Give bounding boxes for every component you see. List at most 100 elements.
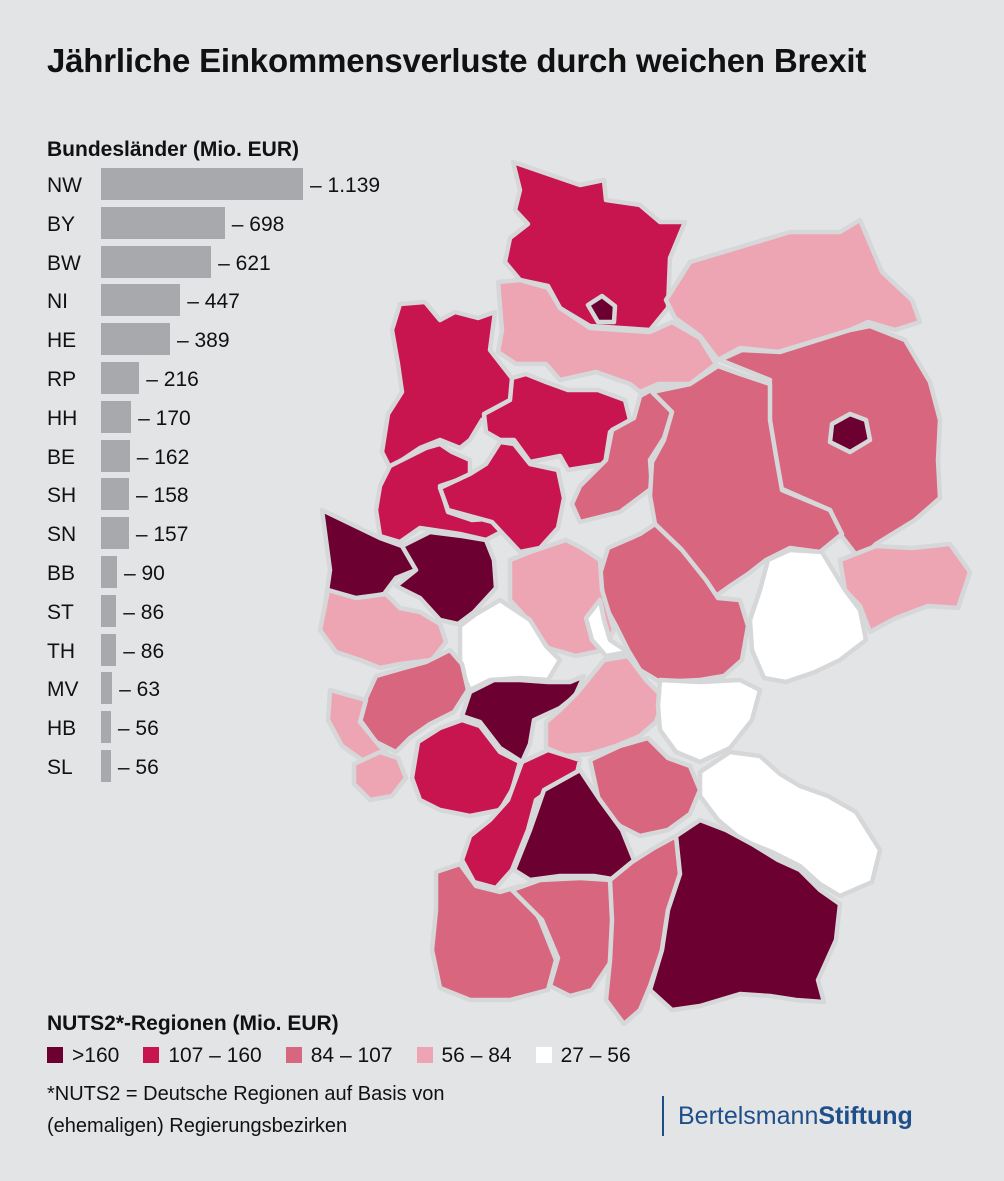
bar-code: ST (47, 600, 74, 624)
bar (101, 206, 225, 239)
bar-value-label: – 216 (146, 367, 199, 391)
bar-chart-title: Bundesländer (Mio. EUR) (47, 138, 300, 161)
legend-label: >160 (72, 1044, 120, 1067)
bar (101, 284, 181, 317)
bar-code: MV (47, 678, 79, 702)
legend-item: 107 – 160 (143, 1044, 262, 1068)
bar (101, 594, 117, 627)
bar (101, 168, 303, 200)
bar-row-sl: SL – 56 (47, 749, 447, 789)
bar-row-ni: NI – 447 (47, 284, 447, 323)
legend-swatch (47, 1047, 63, 1063)
bar-row-hh: HH – 170 (47, 400, 447, 440)
map-region (379, 299, 518, 471)
bar (101, 711, 111, 744)
bar-row-he: HE – 389 (47, 323, 447, 362)
nuts2-legend: NUTS2*-Regionen (Mio. EUR) >160 107 – 160… (47, 1012, 747, 1142)
bar (101, 555, 117, 588)
bar-value-label: – 698 (231, 212, 285, 236)
bar (101, 478, 130, 511)
map-region (317, 587, 449, 671)
bar-code: BB (47, 561, 76, 585)
map-region (585, 293, 618, 325)
map-region (747, 547, 869, 685)
legend-swatch (285, 1047, 302, 1063)
bar-row-sh: SH – 158 (47, 478, 447, 517)
map-region (663, 217, 923, 363)
bar-value-label: – 170 (138, 406, 191, 430)
bar-code: HH (47, 406, 78, 430)
legend-swatch (535, 1047, 552, 1063)
bar-value-label: – 447 (187, 290, 240, 314)
legend-label: 107 – 160 (168, 1044, 262, 1067)
bar-code: BY (47, 212, 76, 236)
bar-row-th: TH – 86 (47, 633, 447, 673)
bar-row-st: ST – 86 (47, 594, 447, 634)
legend-swatch (416, 1047, 433, 1063)
map-region (655, 677, 763, 765)
bar-row-bb: BB – 90 (47, 555, 447, 595)
bar (101, 439, 130, 472)
bar-value-label: – 56 (117, 717, 159, 741)
map-region (647, 817, 843, 1013)
bar-code: SH (47, 484, 77, 508)
logo-part2: Stiftung (818, 1102, 913, 1130)
page-title: Jährliche Einkommensverluste durch weich… (47, 42, 867, 79)
bar-row-hb: HB – 56 (47, 711, 447, 750)
bar-value-label: – 86 (123, 600, 165, 624)
legend-swatch (143, 1047, 160, 1063)
bar-row-by: BY – 698 (47, 206, 447, 246)
legend-item: 84 – 107 (285, 1044, 393, 1068)
bar-code: NI (47, 290, 68, 314)
bar-value-label: – 389 (176, 329, 230, 353)
bar-list: NW – 1.139 BY – 698 BW – 621 NI – 447 HE – 389 RP –… (47, 168, 447, 789)
map-region (351, 749, 409, 803)
bar-code: TH (47, 639, 75, 663)
legend-label: 27 – 56 (560, 1044, 631, 1067)
bar-code: NW (47, 174, 82, 197)
bar-code: HB (47, 717, 77, 741)
bar-row-bw: BW – 621 (47, 245, 447, 285)
bar-value-label: – 56 (117, 755, 159, 779)
bar-value-label: – 90 (123, 561, 165, 585)
bar-value-label: – 1.139 (310, 174, 381, 197)
map-region (583, 597, 631, 659)
bertelsmann-stiftung-logo: BertelsmannStiftung (662, 1096, 913, 1136)
legend-label: 84 – 107 (310, 1044, 393, 1067)
map-region (393, 529, 499, 627)
legend-item: >160 (47, 1044, 119, 1068)
map-region (437, 439, 567, 555)
bar-row-mv: MV – 63 (47, 672, 447, 711)
map-region (827, 411, 873, 455)
bar (101, 400, 132, 433)
bar-code: RP (47, 367, 77, 391)
bar-value-label: – 158 (136, 484, 189, 508)
bar-code: BW (47, 251, 81, 275)
bundeslaender-bar-chart: Bundesländer (Mio. EUR) NW – 1.139 BY – 698… (47, 138, 447, 789)
bar-value-label: – 63 (119, 678, 161, 702)
legend-title: NUTS2*-Regionen (Mio. EUR) (47, 1012, 339, 1035)
bar-row-rp: RP – 216 (47, 361, 447, 401)
bar-code: HE (47, 329, 77, 353)
bar-code: BE (47, 445, 76, 469)
bar (101, 323, 170, 356)
legend-item: 27 – 56 (535, 1044, 631, 1068)
bar-value-label: – 86 (123, 639, 165, 663)
legend-item: 56 – 84 (416, 1044, 512, 1068)
bar (101, 749, 111, 782)
bar (101, 245, 212, 278)
bar-code: SL (47, 755, 73, 779)
legend-footnote: *NUTS2 = Deutsche Regionen auf Basis von… (47, 1083, 445, 1137)
bar (101, 517, 129, 550)
legend-label: 56 – 84 (441, 1044, 512, 1067)
bar-value-label: – 157 (135, 523, 189, 547)
bar-row-nw: NW – 1.139 (47, 168, 447, 207)
bar (101, 633, 117, 666)
bar-value-label: – 162 (136, 445, 190, 469)
bar-row-be: BE – 162 (47, 439, 447, 479)
legend-items: >160 107 – 160 84 – 107 56 – 84 27 – 56 (47, 1044, 747, 1074)
bar (101, 672, 113, 705)
bar (101, 361, 140, 394)
map-region (509, 875, 619, 999)
